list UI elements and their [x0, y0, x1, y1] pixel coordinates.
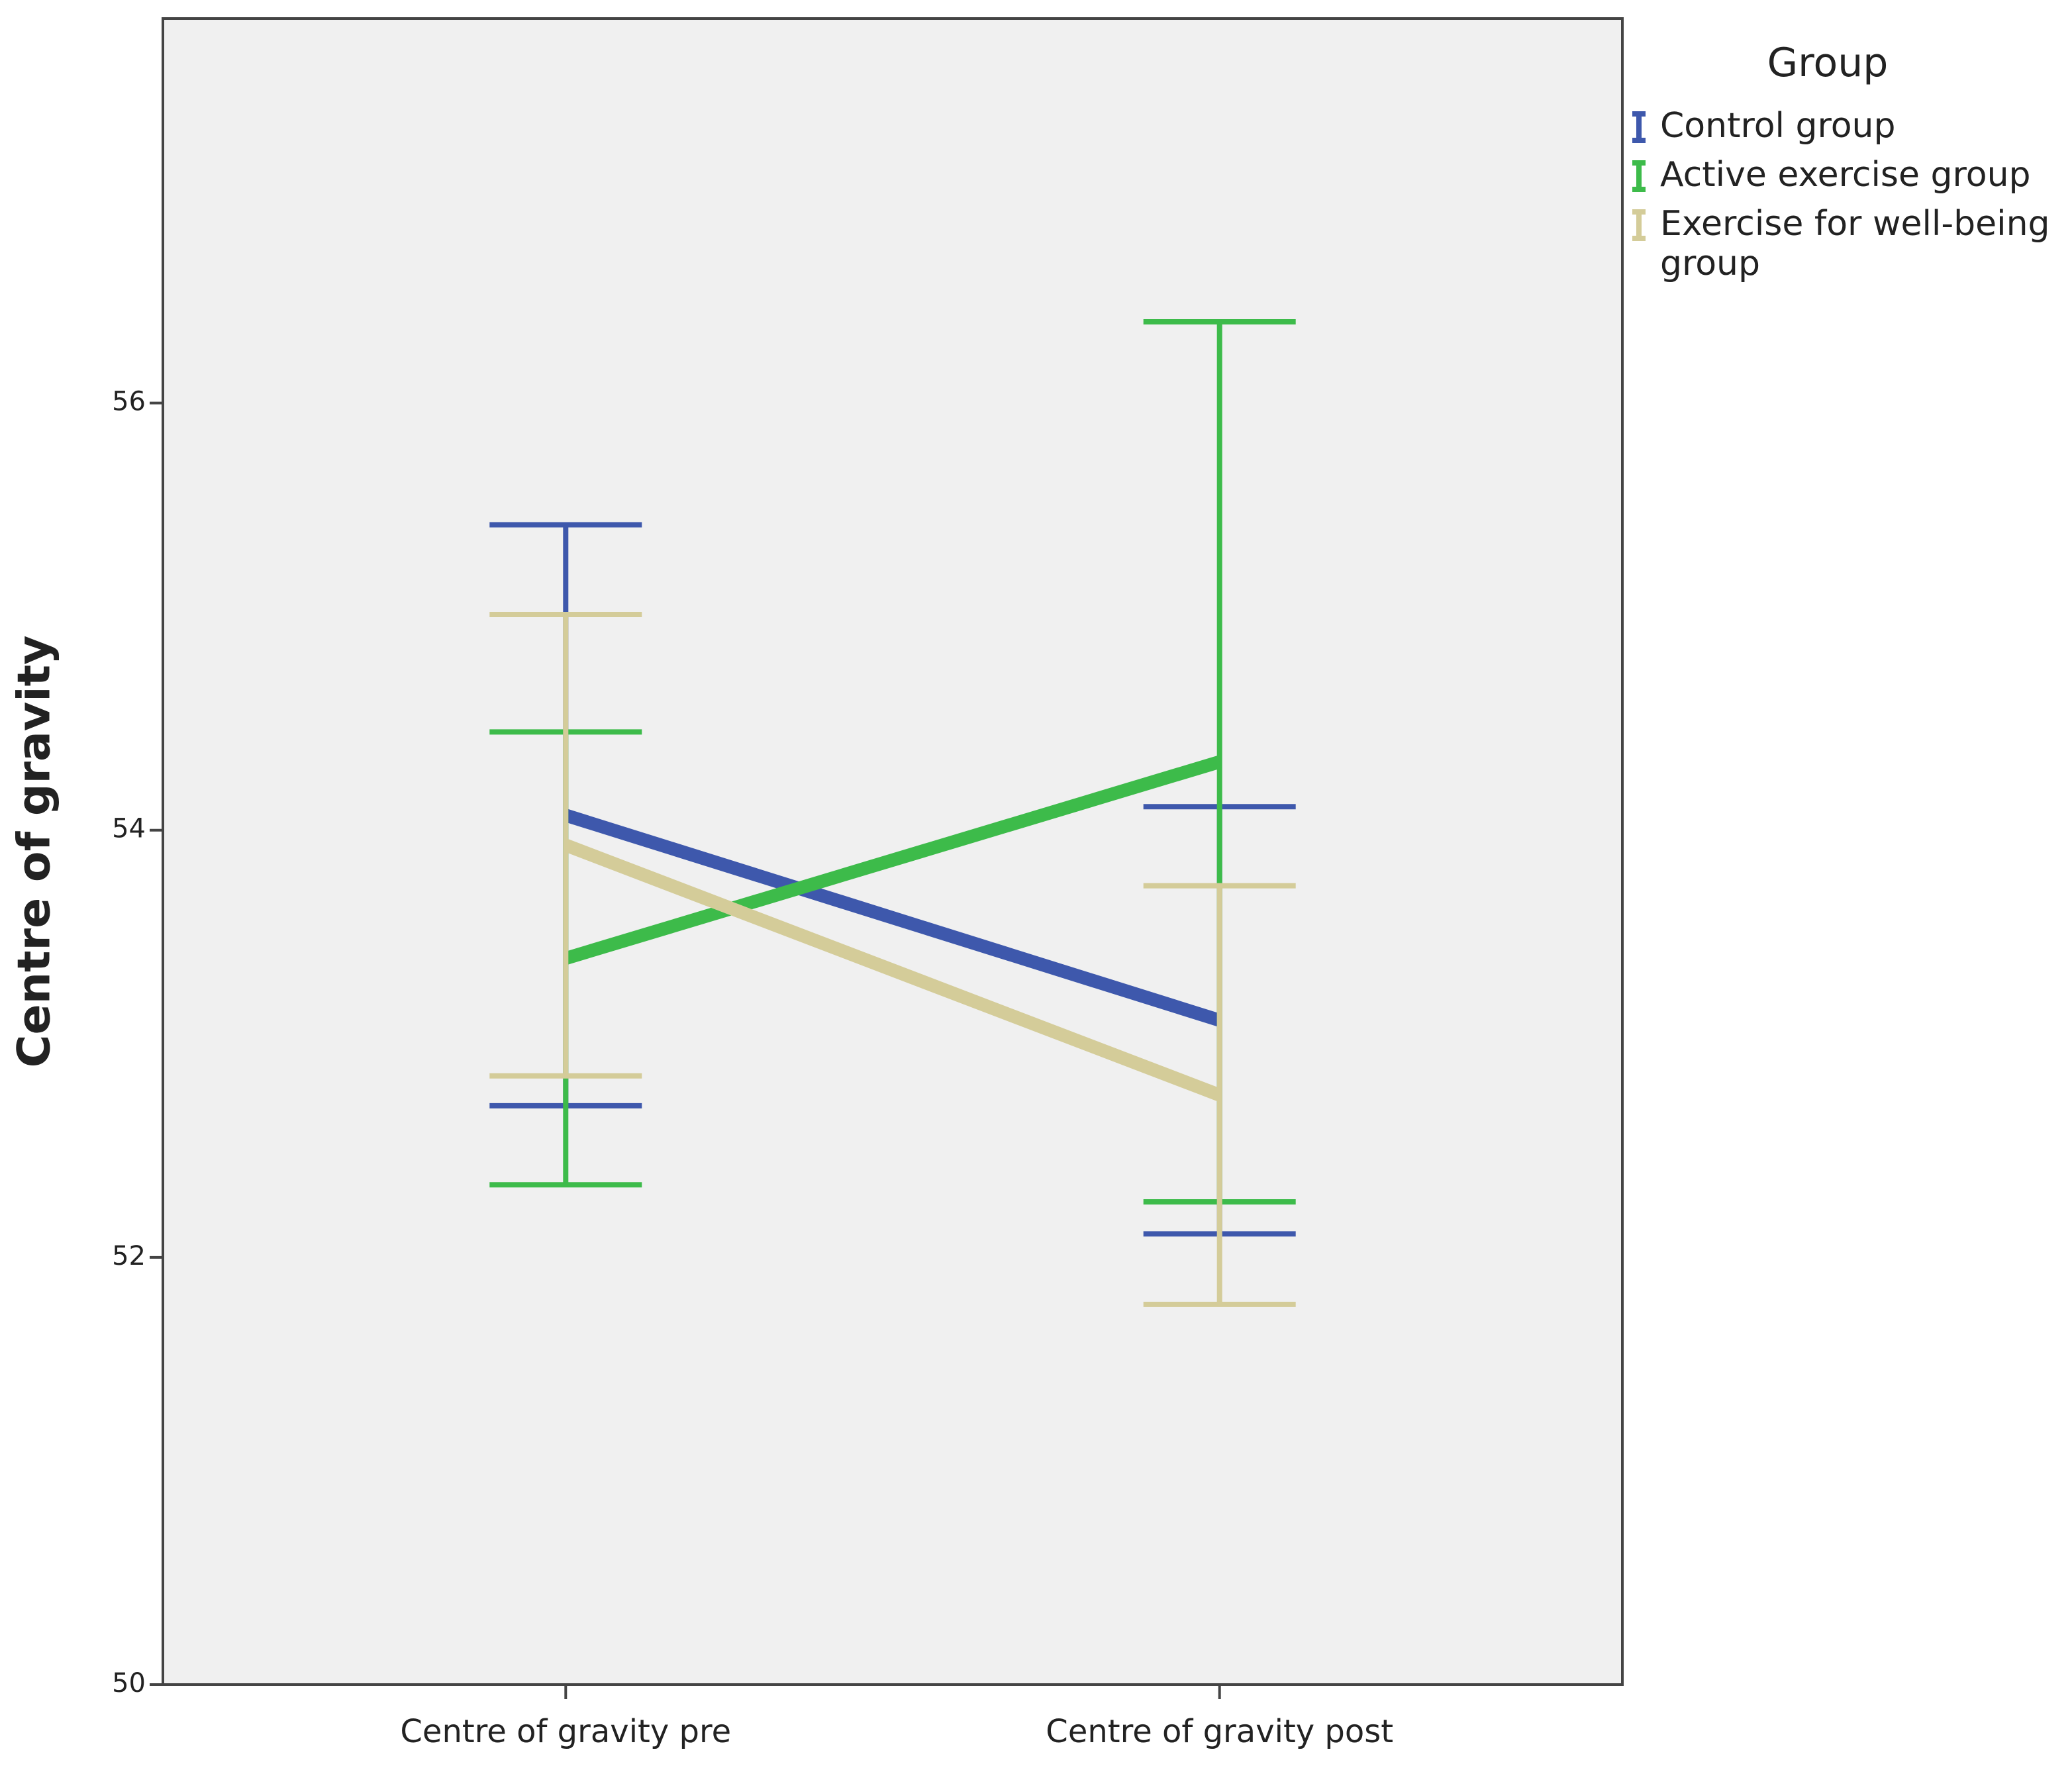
- legend-marker: [1632, 111, 1646, 143]
- legend-marker: [1632, 209, 1646, 241]
- legend-item: Exercise for well-being group: [1626, 204, 2069, 283]
- y-tick-label: 50: [112, 1668, 146, 1698]
- legend-item: Control group: [1626, 106, 2069, 146]
- plot-area: [162, 17, 1624, 1686]
- legend-label: Exercise for well-being group: [1660, 204, 2050, 283]
- y-axis-title: Centre of gravity: [9, 636, 61, 1068]
- legend-label: Active exercise group: [1660, 155, 2031, 195]
- legend-marker: [1632, 160, 1646, 192]
- y-tick-label: 54: [112, 814, 146, 844]
- legend-title: Group: [1767, 40, 1889, 86]
- y-tick-label: 56: [112, 387, 146, 417]
- legend: Group Control group Active exercise group…: [1626, 40, 2069, 293]
- x-tick-label: Centre of gravity pre: [400, 1713, 731, 1750]
- x-tick-label: Centre of gravity post: [1046, 1713, 1393, 1750]
- series-line: [564, 755, 1222, 965]
- legend-item: Active exercise group: [1626, 155, 2069, 195]
- legend-label: Control group: [1660, 106, 1896, 146]
- y-tick-label: 52: [112, 1241, 146, 1271]
- series-line: [564, 809, 1222, 1027]
- series-line: [563, 838, 1222, 1102]
